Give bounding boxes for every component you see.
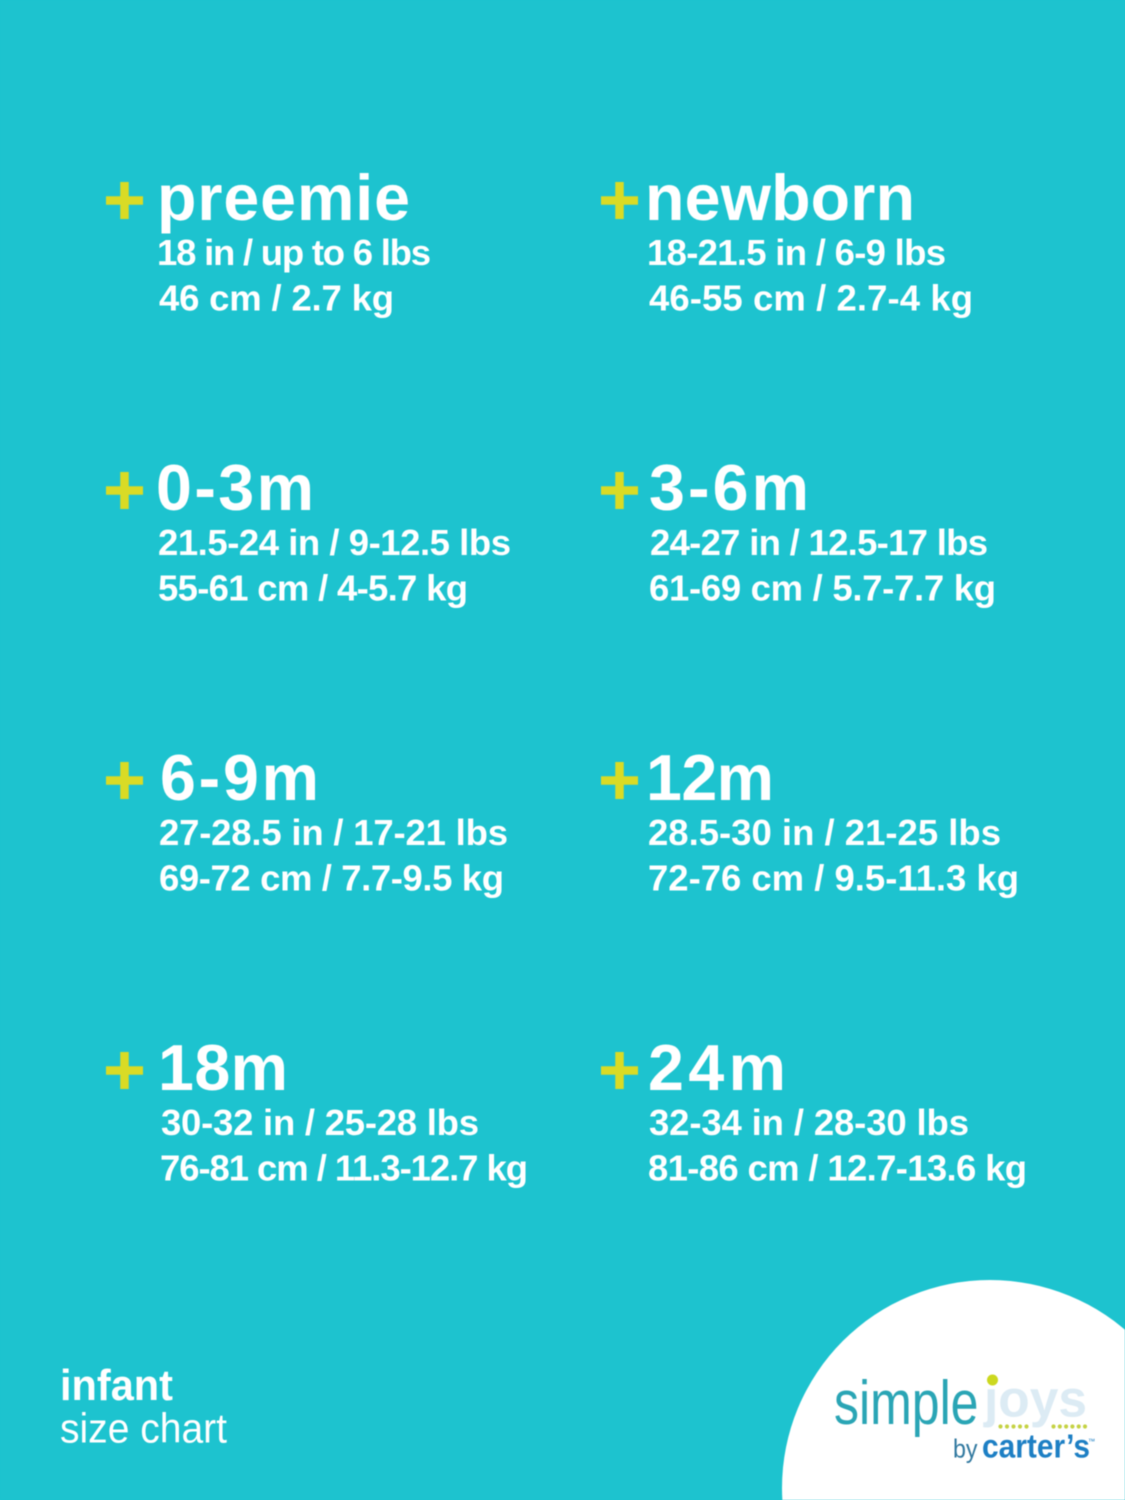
svg-text:simple: simple bbox=[834, 1369, 979, 1438]
svg-text:69-72 cm / 7.7-9.5 kg: 69-72 cm / 7.7-9.5 kg bbox=[159, 858, 504, 899]
svg-text:61-69 cm / 5.7-7.7 kg: 61-69 cm / 5.7-7.7 kg bbox=[649, 568, 996, 609]
svg-text:24m: 24m bbox=[648, 1032, 786, 1104]
svg-text:55-61 cm / 4-5.7 kg: 55-61 cm / 4-5.7 kg bbox=[158, 568, 468, 609]
svg-text:27-28.5 in / 17-21 lbs: 27-28.5 in / 17-21 lbs bbox=[159, 812, 508, 853]
svg-text:carter’s: carter’s bbox=[982, 1429, 1090, 1466]
svg-text:18m: 18m bbox=[158, 1032, 288, 1104]
svg-text:18 in / up to 6 lbs: 18 in / up to 6 lbs bbox=[157, 232, 431, 273]
svg-text:46-55 cm / 2.7-4 kg: 46-55 cm / 2.7-4 kg bbox=[649, 278, 973, 319]
svg-text:76-81 cm / 11.3-12.7 kg: 76-81 cm / 11.3-12.7 kg bbox=[160, 1148, 528, 1189]
svg-text:18-21.5 in / 6-9 lbs: 18-21.5 in / 6-9 lbs bbox=[647, 232, 946, 273]
svg-text:46 cm / 2.7 kg: 46 cm / 2.7 kg bbox=[159, 278, 394, 319]
svg-text:24-27 in / 12.5-17 lbs: 24-27 in / 12.5-17 lbs bbox=[650, 522, 988, 563]
svg-text:™: ™ bbox=[1088, 1439, 1095, 1446]
svg-text:size chart: size chart bbox=[60, 1405, 227, 1452]
svg-text:32-34 in / 28-30 lbs: 32-34 in / 28-30 lbs bbox=[649, 1102, 969, 1143]
svg-text:ȷoys: ȷoys bbox=[983, 1371, 1087, 1429]
svg-text:21.5-24 in / 9-12.5 lbs: 21.5-24 in / 9-12.5 lbs bbox=[158, 522, 511, 563]
svg-text:81-86 cm / 12.7-13.6 kg: 81-86 cm / 12.7-13.6 kg bbox=[648, 1148, 1027, 1189]
svg-text:0-3m: 0-3m bbox=[156, 452, 314, 524]
svg-text:28.5-30 in / 21-25 lbs: 28.5-30 in / 21-25 lbs bbox=[648, 812, 1001, 853]
svg-text:12m: 12m bbox=[646, 742, 774, 814]
svg-text:3-6m: 3-6m bbox=[649, 452, 809, 524]
svg-text:72-76 cm / 9.5-11.3 kg: 72-76 cm / 9.5-11.3 kg bbox=[648, 858, 1019, 899]
svg-text:preemie: preemie bbox=[157, 162, 410, 234]
svg-text:30-32 in / 25-28 lbs: 30-32 in / 25-28 lbs bbox=[161, 1102, 479, 1143]
svg-text:by: by bbox=[953, 1434, 978, 1464]
svg-text:newborn: newborn bbox=[645, 162, 915, 234]
svg-text:6-9m: 6-9m bbox=[160, 742, 319, 814]
svg-text:infant: infant bbox=[60, 1361, 173, 1410]
